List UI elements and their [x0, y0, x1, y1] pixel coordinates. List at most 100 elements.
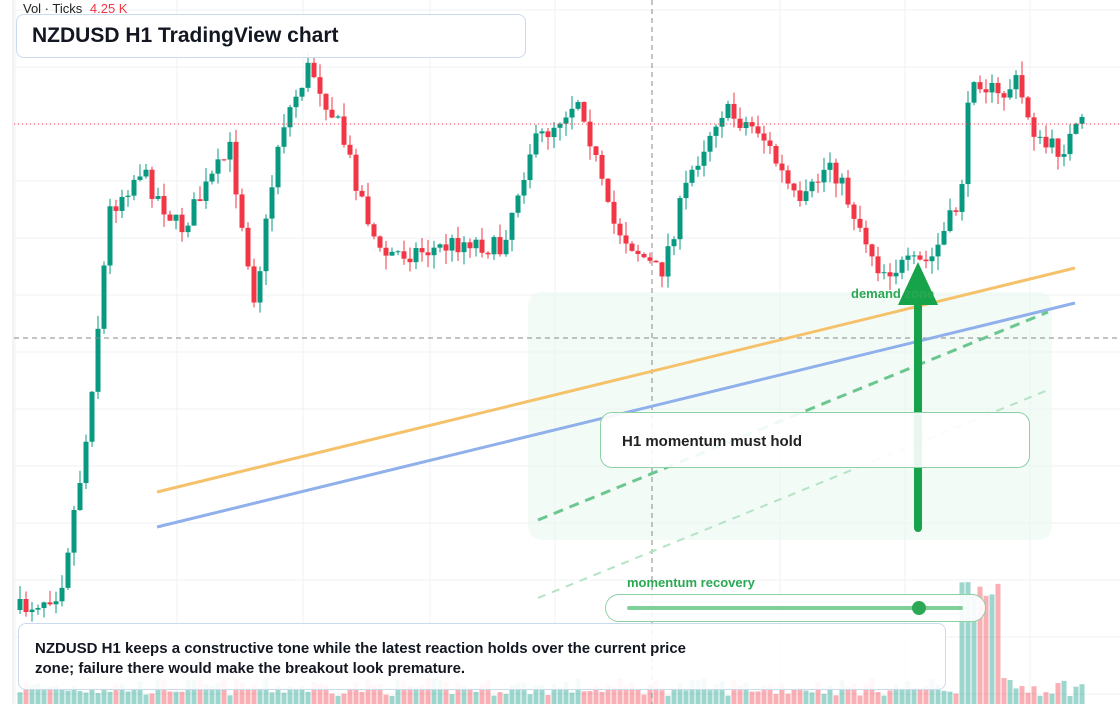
volume-bar [725, 695, 731, 704]
slider-label: momentum recovery [627, 575, 755, 590]
slider-knob[interactable] [912, 601, 926, 615]
candle-body [887, 272, 893, 277]
volume-bar [53, 685, 59, 704]
candle-body [71, 510, 77, 553]
caption-box: NZDUSD H1 keeps a constructive tone whil… [18, 623, 946, 690]
volume-bar [923, 686, 929, 704]
candle-body [719, 117, 725, 127]
candle-body [101, 265, 107, 329]
candles [17, 52, 1085, 622]
volume-bar [767, 684, 773, 704]
volume-bar [677, 682, 683, 704]
candle-body [713, 126, 719, 136]
volume-bar [95, 693, 101, 704]
volume-bar [611, 686, 617, 704]
volume-bar [443, 681, 449, 704]
volume-bar [545, 695, 551, 704]
volume-bar [1031, 686, 1037, 704]
candle-body [365, 196, 371, 225]
candle-body [317, 77, 323, 94]
candle-body [941, 230, 947, 245]
volume-bar [377, 684, 383, 704]
slider-track [627, 606, 963, 610]
candle-body [803, 191, 809, 202]
volume-bar [1007, 679, 1013, 704]
volume-bar [185, 679, 191, 704]
candle-body [185, 225, 191, 233]
candle-body [377, 236, 383, 248]
volume-bar [593, 685, 599, 704]
volume-bar [845, 686, 851, 704]
candle-body [149, 169, 155, 199]
volume-bar [875, 692, 881, 704]
volume-bar [1001, 678, 1007, 704]
volume-bar [1037, 695, 1043, 704]
candle-body [1073, 123, 1079, 134]
candle-body [785, 170, 791, 184]
volume-bar [347, 687, 353, 704]
volume-bar [191, 679, 197, 704]
candle-body [191, 199, 197, 226]
slider[interactable] [605, 594, 986, 622]
volume-bar [539, 684, 545, 704]
volume-bar [575, 678, 581, 704]
volume-bar [431, 678, 437, 704]
candle-body [689, 169, 695, 183]
volume-bar [851, 683, 857, 704]
volume-bar [737, 685, 743, 704]
volume-bar [59, 689, 65, 704]
candle-body [503, 239, 509, 255]
candle-body [1055, 138, 1061, 157]
candle-body [539, 131, 545, 134]
candle-body [953, 210, 959, 212]
volume-bar [407, 685, 413, 704]
volume-bar [569, 692, 575, 704]
volume-bar [509, 685, 515, 704]
volume-bar [623, 685, 629, 704]
candle-body [731, 103, 737, 119]
volume-bar [299, 686, 305, 704]
candle-body [65, 552, 71, 588]
candle-body [479, 239, 485, 253]
candle-body [1061, 154, 1067, 157]
volume-bar [161, 679, 167, 704]
volume-bar [17, 692, 23, 704]
candle-body [1025, 97, 1031, 118]
candle-body [749, 122, 755, 127]
candle-body [1037, 136, 1043, 138]
volume-bar [329, 693, 335, 704]
candle-body [137, 176, 143, 180]
candle-body [227, 141, 233, 160]
candle-body [113, 206, 119, 211]
candle-body [521, 180, 527, 196]
volume-bar [1043, 692, 1049, 704]
volume-bar [65, 690, 71, 704]
volume-bar [881, 695, 887, 704]
volume-bar [425, 678, 431, 704]
volume-bar [323, 685, 329, 704]
volume-bar [311, 682, 317, 704]
candle-body [311, 62, 317, 78]
volume-bar [29, 684, 35, 704]
volume-bar [965, 582, 971, 704]
volume-bar [263, 678, 269, 704]
candle-body [671, 239, 677, 247]
candle-body [251, 266, 257, 303]
candle-body [467, 242, 473, 249]
volume-bar [455, 683, 461, 704]
candle-body [815, 181, 821, 183]
candle-body [299, 87, 305, 97]
volume-bar [197, 679, 203, 704]
volume-bar [641, 694, 647, 704]
candle-body [623, 235, 629, 244]
volume-bar [983, 595, 989, 704]
volume-bar [233, 678, 239, 704]
volume-bar [383, 694, 389, 704]
volume-bar [275, 685, 281, 704]
candle-body [791, 183, 797, 191]
candle-body [659, 262, 665, 277]
volume-bar [1067, 695, 1073, 704]
candle-body [131, 179, 137, 196]
volume-bar [245, 688, 251, 704]
volume-bar [785, 693, 791, 704]
